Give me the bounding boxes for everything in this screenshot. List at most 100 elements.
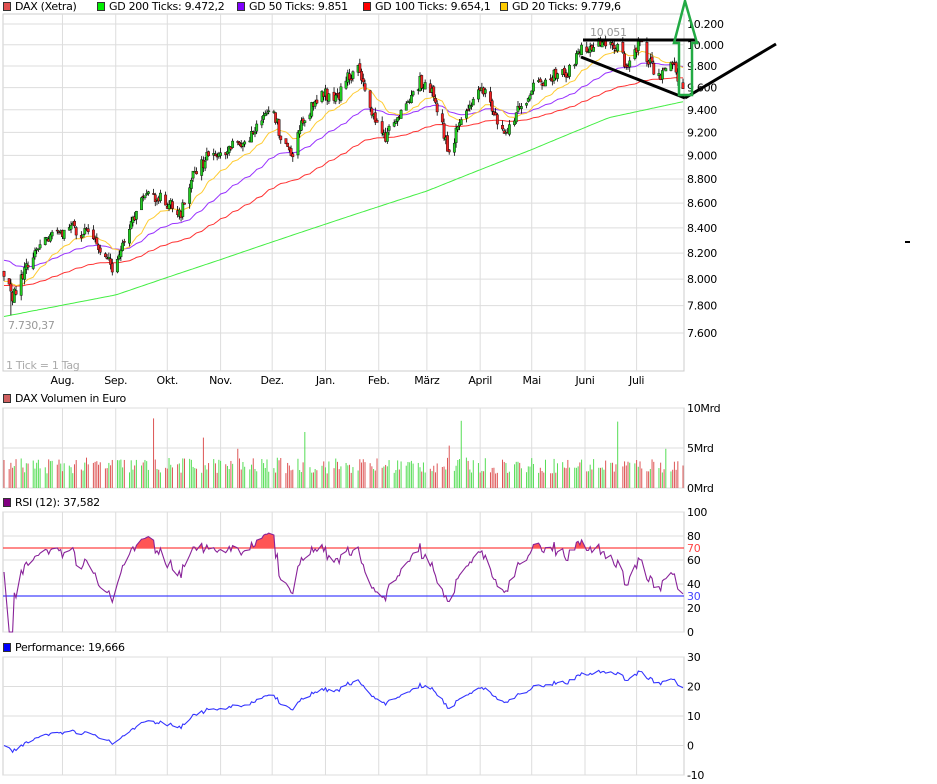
candle [556, 73, 559, 79]
candle [83, 228, 87, 235]
month-label: Sep. [104, 374, 127, 387]
month-label: Okt. [156, 374, 178, 387]
candle [73, 220, 76, 227]
candle [660, 70, 664, 80]
candle [459, 119, 463, 125]
volume-tick-label: 0Mrd [687, 482, 714, 495]
legend-swatch [3, 2, 11, 11]
candle [23, 267, 27, 280]
support-trendline[interactable] [580, 55, 686, 100]
candle [14, 290, 18, 295]
candle [495, 114, 499, 125]
candle [507, 124, 511, 135]
legend-label: GD 200 Ticks: 9.472,2 [109, 0, 225, 13]
candle [494, 112, 498, 116]
candle [55, 229, 59, 232]
candle [291, 153, 295, 158]
rsi-tick-label: 60 [687, 554, 701, 567]
candle [188, 187, 192, 204]
candle [652, 62, 656, 75]
rsi-tick-label: 100 [687, 506, 707, 519]
candle [530, 90, 534, 95]
price-tick-label: 8.800 [687, 173, 717, 186]
candle [69, 225, 73, 230]
candle [236, 141, 240, 143]
candle [129, 221, 133, 229]
candle [456, 126, 460, 130]
candle [516, 105, 520, 112]
candle [392, 122, 396, 127]
candle [274, 112, 277, 123]
candle [262, 115, 265, 120]
candle [612, 44, 616, 49]
legend-label: GD 50 Ticks: 9.851 [249, 0, 348, 13]
candle [592, 47, 596, 52]
candle [203, 160, 207, 169]
volume-tick-label: 10Mrd [687, 402, 720, 415]
candle [195, 171, 198, 175]
price-tick-label: 7.600 [687, 327, 717, 340]
candle [657, 73, 661, 76]
performance-tick-label: 20 [687, 681, 701, 694]
candle [36, 248, 40, 250]
legend-swatch [97, 2, 105, 11]
candle [483, 89, 487, 94]
candle [74, 227, 78, 236]
candle [143, 195, 147, 199]
rsi-tick-label: 20 [687, 602, 701, 615]
candle [205, 152, 209, 161]
candle [109, 258, 112, 265]
legend-label: GD 100 Ticks: 9.654,1 [375, 0, 491, 13]
candle [121, 242, 125, 251]
candle [404, 103, 408, 111]
candle [344, 80, 348, 89]
candle [167, 204, 171, 209]
candle [183, 202, 186, 205]
performance-panel [3, 669, 684, 754]
breakout-trendline[interactable] [684, 42, 777, 100]
candle [62, 229, 66, 239]
candle [241, 143, 245, 147]
month-label: Juli [628, 374, 644, 387]
arrow-up-icon[interactable] [672, 0, 699, 97]
candle [432, 86, 436, 98]
candle [97, 244, 100, 250]
candle [470, 105, 473, 107]
candle [189, 179, 193, 189]
candle [33, 250, 37, 258]
candle [255, 123, 259, 132]
candle [368, 90, 372, 108]
candle [538, 78, 542, 83]
candle [420, 75, 424, 89]
candle [471, 98, 475, 106]
price-tick-label: 8.400 [687, 222, 717, 235]
candle [104, 253, 107, 258]
candle [110, 263, 114, 273]
candle [373, 112, 377, 123]
performance-panel-title: Performance: 19,666 [3, 641, 125, 654]
month-label: Dez. [261, 374, 284, 387]
candle [31, 257, 35, 269]
candle [243, 141, 247, 145]
volume-panel [3, 418, 684, 488]
month-label: Juni [574, 374, 594, 387]
volume-title-text: DAX Volumen in Euro [15, 392, 126, 405]
candle [45, 237, 49, 240]
candle [308, 114, 312, 120]
candle [525, 103, 528, 106]
rsi-threshold-label: 30 [687, 590, 701, 603]
gd100-line [4, 77, 684, 287]
candle [95, 237, 99, 245]
candle [310, 102, 314, 117]
candle [410, 95, 413, 104]
candle [98, 247, 102, 253]
price-tick-label: 8.600 [687, 197, 717, 210]
candle [49, 234, 52, 242]
candle [575, 53, 578, 65]
candle [284, 138, 288, 144]
legend-label: DAX (Xetra) [15, 0, 77, 13]
candle [315, 99, 319, 104]
candle [514, 112, 518, 123]
candle [339, 86, 343, 101]
candle [81, 234, 85, 238]
